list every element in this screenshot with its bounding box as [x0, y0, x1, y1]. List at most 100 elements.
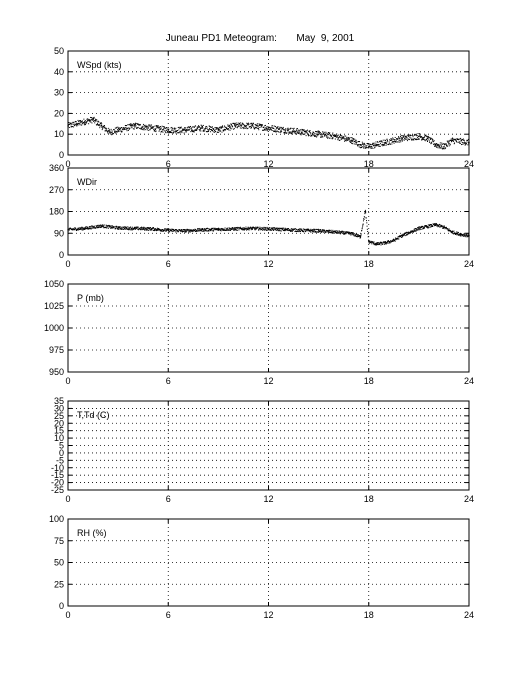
data-point: [299, 129, 301, 131]
data-point: [375, 143, 377, 145]
x-tick-label: 24: [464, 610, 474, 620]
data-point: [380, 144, 382, 146]
data-point: [374, 147, 376, 149]
data-point: [448, 142, 450, 144]
data-point: [327, 229, 329, 231]
data-point: [465, 234, 467, 236]
x-tick-label: 6: [166, 610, 171, 620]
data-point: [444, 228, 446, 230]
data-point: [322, 231, 324, 233]
data-point: [339, 230, 341, 232]
data-point: [442, 227, 444, 229]
data-point: [427, 138, 429, 140]
data-point: [253, 126, 255, 128]
data-point: [257, 227, 259, 229]
data-point: [196, 128, 198, 130]
data-point: [228, 125, 230, 127]
y-tick-label: -10: [51, 463, 64, 473]
data-point: [312, 229, 314, 231]
data-point: [304, 133, 306, 135]
data-point: [210, 229, 212, 231]
data-point: [426, 136, 428, 138]
data-point: [210, 228, 212, 230]
data-point: [186, 130, 188, 132]
data-point: [397, 238, 399, 240]
data-point: [183, 229, 185, 231]
data-point: [396, 141, 398, 143]
data-point: [436, 225, 438, 227]
data-point: [355, 234, 357, 236]
data-point: [393, 142, 395, 144]
data-point: [328, 231, 330, 233]
y-tick-label: 75: [54, 536, 64, 546]
data-point: [338, 139, 340, 141]
data-point: [375, 242, 377, 244]
data-point: [425, 135, 427, 137]
data-point: [270, 129, 272, 131]
data-point: [400, 137, 402, 139]
data-point: [280, 126, 282, 128]
data-point: [204, 228, 206, 230]
data-point: [423, 136, 425, 138]
data-point: [80, 120, 82, 122]
data-point: [282, 127, 284, 129]
data-point: [249, 125, 251, 127]
data-point: [455, 233, 457, 235]
data-point: [432, 139, 434, 141]
data-point: [337, 230, 339, 232]
data-point: [152, 127, 154, 129]
data-point: [349, 231, 351, 233]
data-point: [96, 226, 98, 228]
data-point: [395, 237, 397, 239]
data-point: [181, 130, 183, 132]
data-point: [327, 133, 329, 135]
data-point: [301, 230, 303, 232]
data-point: [163, 230, 165, 232]
data-point: [86, 120, 88, 122]
data-point: [68, 228, 70, 230]
data-point: [284, 230, 286, 232]
data-point: [403, 135, 405, 137]
data-point: [269, 227, 271, 229]
data-point: [418, 226, 420, 228]
data-point: [142, 228, 144, 230]
data-point: [164, 127, 166, 129]
data-point: [342, 230, 344, 232]
data-point: [295, 230, 297, 232]
data-point: [157, 126, 159, 128]
data-point: [264, 125, 266, 127]
data-point: [281, 228, 283, 230]
data-point: [239, 127, 241, 129]
data-point: [295, 131, 297, 133]
data-point: [99, 125, 101, 127]
data-point: [304, 229, 306, 231]
data-point: [288, 229, 290, 231]
data-point: [128, 227, 130, 229]
data-point: [130, 229, 132, 231]
data-point: [397, 138, 399, 140]
data-point: [363, 218, 365, 220]
data-point: [208, 230, 210, 232]
data-point: [106, 128, 108, 130]
data-point: [381, 141, 383, 143]
data-point: [330, 136, 332, 138]
x-tick-label: 24: [464, 494, 474, 504]
data-point: [70, 122, 72, 124]
data-point: [311, 229, 313, 231]
data-point: [380, 140, 382, 142]
data-point: [438, 224, 440, 226]
data-point: [419, 133, 421, 135]
data-point: [456, 137, 458, 139]
data-point: [467, 236, 469, 238]
data-point: [85, 226, 87, 228]
data-point: [190, 229, 192, 231]
data-point: [160, 229, 162, 231]
data-point: [452, 231, 454, 233]
data-point: [194, 229, 196, 231]
data-point: [195, 230, 197, 232]
data-point: [115, 226, 117, 228]
data-point: [434, 145, 436, 147]
data-point: [104, 126, 106, 128]
data-point: [271, 125, 273, 127]
data-point: [327, 230, 329, 232]
